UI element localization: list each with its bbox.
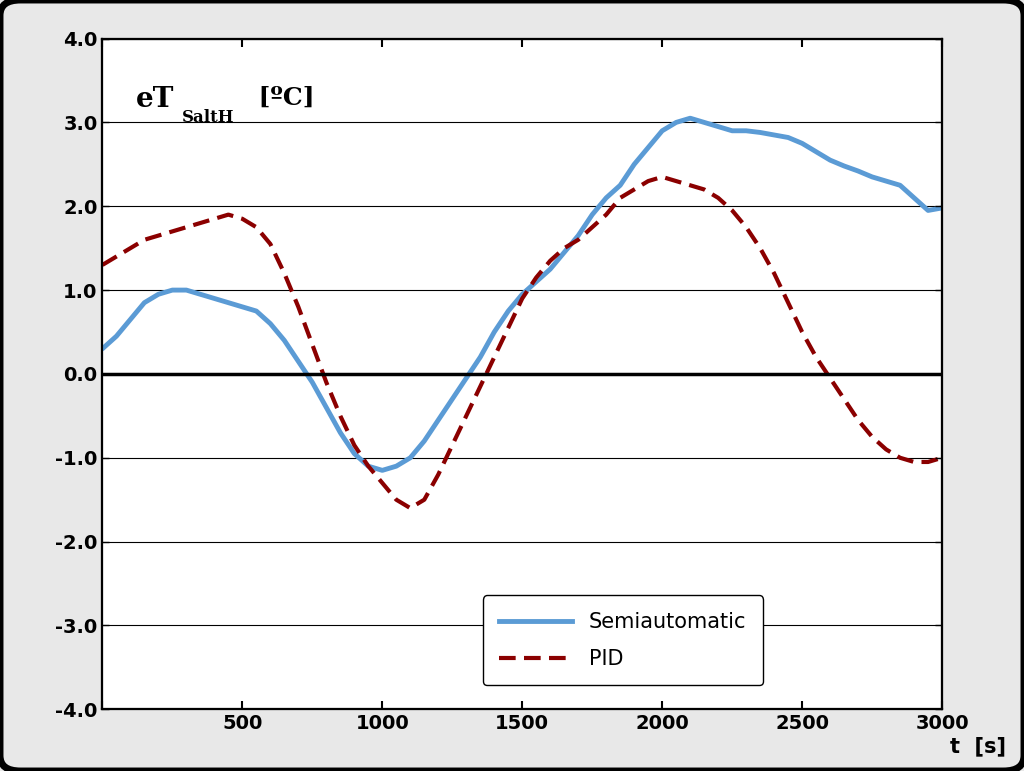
Text: SaltH: SaltH xyxy=(182,109,234,126)
PID xyxy=(264,239,276,248)
Semiautomatic xyxy=(96,344,109,353)
Text: t  [s]: t [s] xyxy=(950,736,1007,756)
PID xyxy=(656,172,669,181)
Semiautomatic xyxy=(264,319,276,328)
PID xyxy=(404,503,417,513)
Text: eT: eT xyxy=(136,86,174,113)
PID xyxy=(614,194,627,203)
Legend: Semiautomatic, PID: Semiautomatic, PID xyxy=(482,595,763,685)
Semiautomatic xyxy=(404,453,417,463)
PID xyxy=(558,244,570,253)
Text: [ºC]: [ºC] xyxy=(241,86,314,109)
PID xyxy=(390,495,402,504)
PID xyxy=(852,416,864,425)
Semiautomatic xyxy=(558,247,570,257)
PID xyxy=(96,261,109,270)
Line: Semiautomatic: Semiautomatic xyxy=(102,118,942,470)
Line: PID: PID xyxy=(102,177,942,508)
PID xyxy=(936,453,948,463)
Semiautomatic xyxy=(936,204,948,213)
Semiautomatic xyxy=(684,113,696,123)
Semiautomatic xyxy=(376,466,388,475)
Semiautomatic xyxy=(852,167,864,176)
Semiautomatic xyxy=(292,357,304,366)
Semiautomatic xyxy=(614,180,627,190)
PID xyxy=(292,302,304,311)
